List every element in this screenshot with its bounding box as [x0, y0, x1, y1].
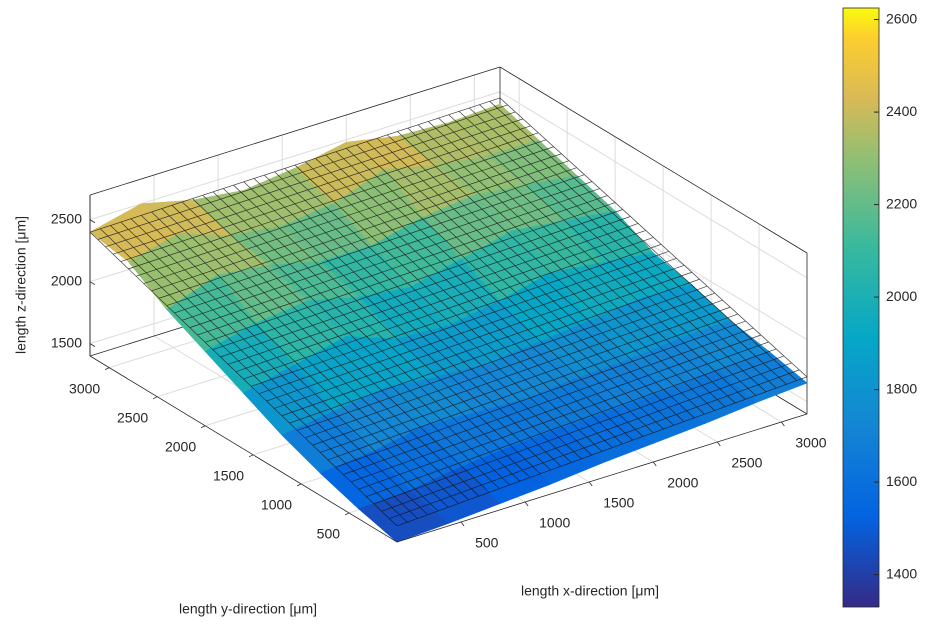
z-tick-label: 2500: [51, 210, 82, 226]
x-tick-label: 2500: [731, 455, 762, 471]
colorbar-tick-label: 2400: [886, 103, 917, 119]
colorbar-tick-label: 1600: [886, 473, 917, 489]
x-tick: [461, 522, 464, 526]
colorbar-ticks: 1400 1600 1800 2000 2200 2400 2600: [874, 10, 917, 581]
y-tick: [105, 368, 109, 370]
x-tick: [653, 462, 656, 466]
y-tick: [345, 513, 349, 515]
x-tick-label: 1500: [603, 495, 634, 511]
y-tick: [153, 397, 157, 399]
x-tick-label: 2000: [667, 475, 698, 491]
y-tick-label: 1500: [213, 468, 244, 484]
x-tick: [781, 422, 784, 426]
x-tick-label: 500: [475, 535, 499, 551]
colorbar-tick-label: 1800: [886, 380, 917, 396]
x-axis-label: length x-direction [μm]: [521, 583, 659, 599]
colorbar-tick-label: 2200: [886, 195, 917, 211]
z-tick-label: 1500: [51, 334, 82, 350]
y-tick: [297, 484, 301, 486]
chart: 500 1000 1500 2000 2500 3000 500 1000 1500 2000 25…: [0, 0, 930, 625]
y-tick-label: 3000: [69, 380, 100, 396]
y-tick: [249, 455, 253, 457]
z-tick-label: 2000: [51, 272, 82, 288]
colorbar-tick-label: 2000: [886, 288, 917, 304]
x-tick: [589, 482, 592, 486]
z-tick: [90, 344, 95, 347]
z-tick: [90, 220, 95, 223]
y-tick-label: 1000: [261, 497, 292, 513]
surface: [90, 98, 807, 542]
y-tick: [201, 426, 205, 428]
colorbar-tick-label: 1400: [886, 565, 917, 581]
colorbar: [843, 8, 879, 607]
y-tick-label: 500: [317, 526, 341, 542]
y-tick-label: 2500: [117, 409, 148, 425]
x-tick: [717, 442, 720, 446]
z-axis-label: length z-direction [μm]: [13, 216, 29, 354]
x-tick-label: 1000: [539, 515, 570, 531]
x-tick: [525, 502, 528, 506]
y-axis-label: length y-direction [μm]: [179, 601, 317, 617]
y-tick-label: 2000: [165, 438, 196, 454]
colorbar-tick-label: 2600: [886, 10, 917, 26]
z-tick: [90, 282, 95, 285]
x-tick-label: 3000: [795, 435, 826, 451]
